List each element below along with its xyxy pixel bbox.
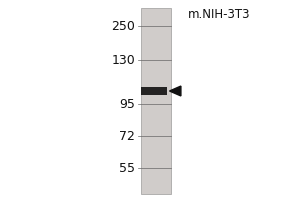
Text: 55: 55 xyxy=(119,162,135,174)
Text: 250: 250 xyxy=(111,20,135,32)
Polygon shape xyxy=(169,86,181,96)
Text: 72: 72 xyxy=(119,130,135,142)
Bar xyxy=(141,8,171,194)
Text: m.NIH-3T3: m.NIH-3T3 xyxy=(188,8,250,21)
Bar xyxy=(141,87,167,95)
Text: 130: 130 xyxy=(111,53,135,66)
Text: 95: 95 xyxy=(119,98,135,110)
